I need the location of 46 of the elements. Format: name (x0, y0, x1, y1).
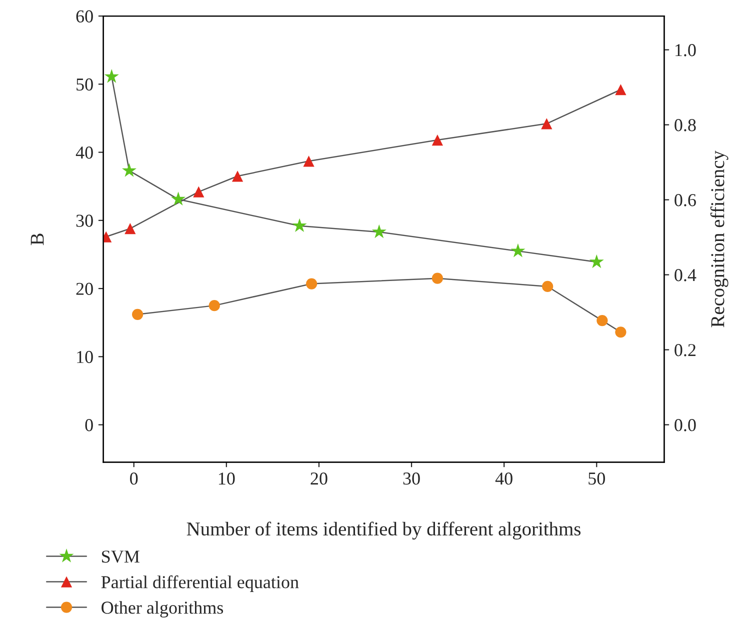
x-tick-label: 30 (403, 472, 420, 485)
point (510, 243, 526, 258)
x-tick-label: 50 (588, 472, 605, 485)
point (615, 326, 626, 338)
point (232, 170, 244, 182)
point (432, 272, 443, 284)
y-tick-label: 40 (76, 146, 93, 159)
y2-tick-label: 0.2 (674, 344, 696, 356)
x-tick-label: 20 (310, 472, 328, 485)
legend-label: Partial differential equation (101, 575, 299, 592)
x-tick-label: 0 (130, 472, 138, 485)
point (306, 278, 318, 290)
y2-tick-label: 0.0 (674, 419, 696, 432)
y-tick-label: 30 (76, 214, 93, 227)
y-tick-label: 60 (76, 10, 93, 22)
y-tick-label: 0 (85, 419, 93, 432)
y2-tick-label: 0.6 (674, 194, 696, 206)
point (292, 218, 307, 232)
point (615, 84, 626, 96)
y2-axis-title: Recognition efficiency (710, 150, 728, 328)
point (132, 308, 144, 320)
y-axis-title: B (30, 234, 44, 246)
point (122, 163, 136, 177)
y-tick-label: 10 (77, 350, 93, 364)
y2-tick-label: 0.8 (674, 119, 696, 132)
point (372, 224, 386, 238)
legend-label: Other algorithms (102, 601, 224, 618)
y2-tick-label: 0.4 (674, 269, 696, 282)
y2-tick-label: 1.0 (676, 44, 696, 56)
y-tick-label: 50 (76, 78, 93, 91)
point (542, 280, 554, 292)
y-tick-label: 20 (76, 282, 93, 295)
point (193, 186, 204, 198)
point (124, 223, 136, 234)
point (104, 69, 119, 83)
point (303, 156, 314, 167)
point (208, 300, 220, 312)
legend-label: SVM (102, 550, 140, 563)
x-tick-label: 40 (495, 472, 512, 485)
point (432, 134, 443, 146)
x-tick-label: 10 (218, 472, 235, 485)
point (171, 192, 186, 206)
point (596, 314, 608, 326)
point (541, 118, 552, 130)
point (589, 254, 604, 268)
x-axis-title: Number of items identified by different algorithms (186, 522, 581, 540)
